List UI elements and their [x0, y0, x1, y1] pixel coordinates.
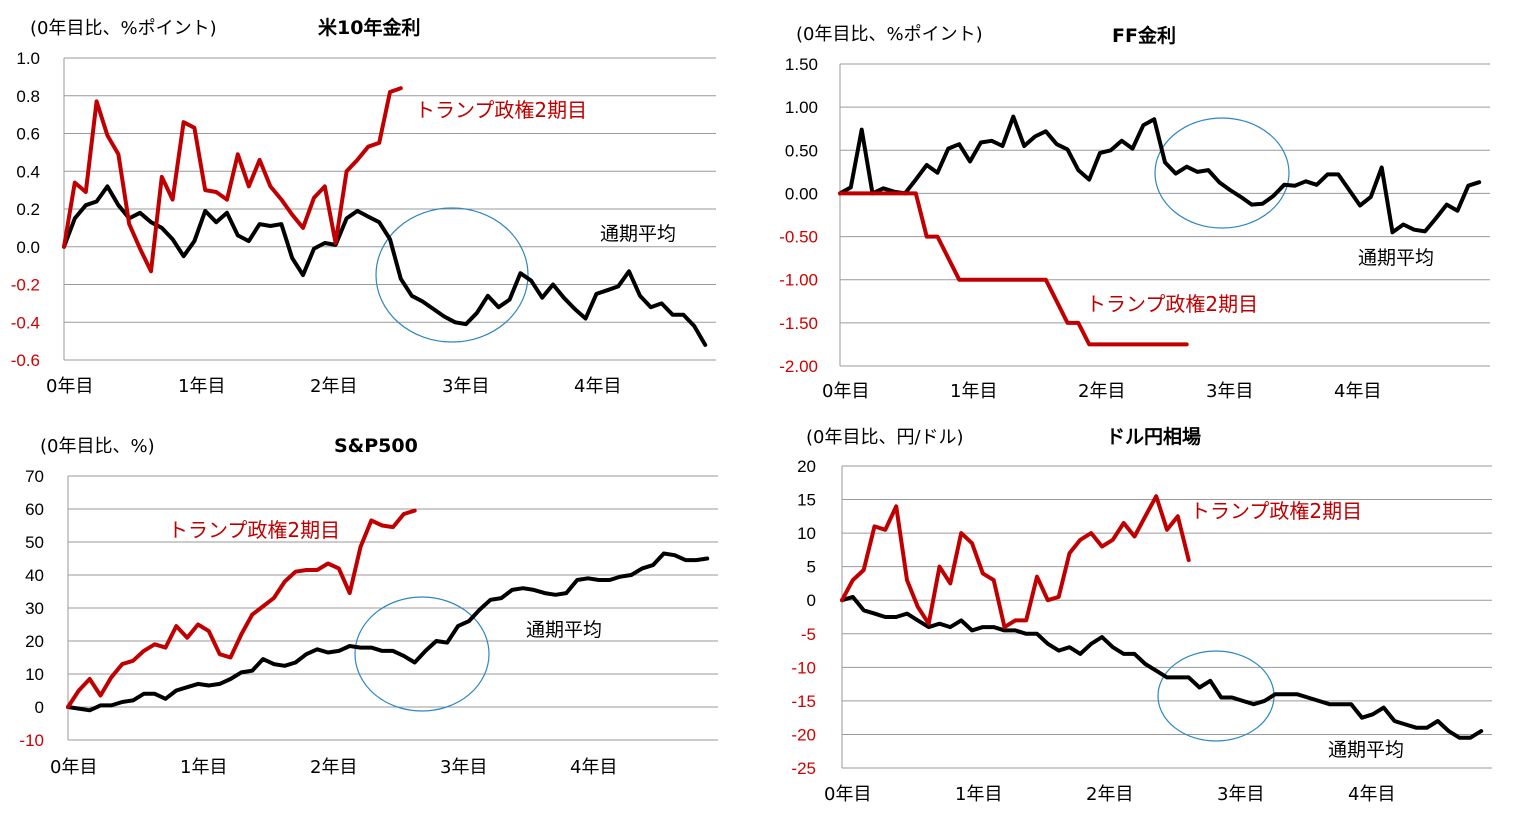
series-line-trump	[840, 494, 1191, 630]
chart-title: 米10年金利	[318, 16, 420, 39]
unit-label: (0年目比、%ポイント)	[796, 24, 983, 45]
y-tick-label: 20	[797, 457, 816, 476]
y-tick-label: 5	[807, 558, 816, 577]
x-tick-label: 0年目	[822, 381, 869, 402]
y-tick-label: 10	[25, 665, 44, 684]
chart-title: S&P500	[334, 435, 418, 457]
x-tick-label: 4年目	[1334, 381, 1381, 402]
y-tick-label: -10	[791, 658, 816, 677]
highlight-circle	[1157, 650, 1275, 742]
x-tick-label: 3年目	[440, 757, 487, 778]
series-line-average	[838, 114, 1482, 235]
y-tick-label: 60	[25, 500, 44, 519]
y-tick-label: -1.00	[779, 271, 818, 290]
series-label-trump: トランプ政権2期目	[1086, 292, 1258, 316]
x-tick-label: 1年目	[950, 381, 997, 402]
x-tick-label: 0年目	[824, 784, 871, 805]
y-tick-label: 40	[25, 566, 44, 585]
y-tick-label: 0.8	[16, 87, 40, 106]
y-tick-label: 0.0	[16, 238, 40, 257]
series-label-average: 通期平均	[1358, 247, 1434, 269]
x-tick-label: 0年目	[50, 757, 97, 778]
y-tick-label: 15	[797, 491, 816, 510]
y-tick-label: -5	[801, 625, 816, 644]
y-tick-label: 0	[35, 698, 44, 717]
y-tick-label: -0.4	[11, 313, 40, 332]
x-tick-label: 1年目	[180, 757, 227, 778]
y-tick-label: 0.6	[16, 125, 40, 144]
y-tick-label: -0.6	[11, 351, 40, 370]
y-tick-label: -0.50	[779, 228, 818, 247]
x-tick-label: 3年目	[1206, 381, 1253, 402]
x-tick-label: 3年目	[442, 376, 489, 397]
y-tick-label: 0	[807, 591, 816, 610]
y-tick-label: -1.50	[779, 314, 818, 333]
x-tick-label: 0年目	[46, 376, 93, 397]
y-tick-label: -10	[19, 731, 44, 750]
x-tick-label: 1年目	[955, 784, 1002, 805]
y-tick-label: 50	[25, 533, 44, 552]
y-tick-label: 20	[25, 632, 44, 651]
series-label-average: 通期平均	[526, 619, 602, 641]
highlight-circle	[375, 207, 529, 343]
y-tick-label: 1.00	[785, 98, 818, 117]
series-label-average: 通期平均	[600, 223, 676, 245]
series-label-trump: トランプ政権2期目	[168, 518, 340, 542]
y-tick-label: 0.2	[16, 200, 40, 219]
y-tick-label: 1.50	[785, 55, 818, 74]
y-tick-label: 0.4	[16, 162, 40, 181]
x-tick-label: 1年目	[178, 376, 225, 397]
x-tick-label: 2年目	[1086, 784, 1133, 805]
series-line-average	[840, 594, 1484, 740]
x-tick-label: 4年目	[574, 376, 621, 397]
x-tick-label: 4年目	[1348, 784, 1395, 805]
chart-1: 1.0 0.8 0.6 0.4 0.2 0.0 -0.2 -0.4 -0.6 0年目 1年目 2年目 3…	[11, 16, 716, 397]
x-tick-label: 2年目	[310, 757, 357, 778]
highlight-circle	[1154, 117, 1290, 229]
x-tick-label: 2年目	[1078, 381, 1125, 402]
unit-label: (0年目比、%)	[40, 436, 155, 457]
y-tick-label: 10	[797, 524, 816, 543]
y-tick-label: 0.50	[785, 141, 818, 160]
y-tick-label: -20	[791, 725, 816, 744]
series-line-trump	[838, 191, 1189, 347]
series-line-trump	[66, 508, 417, 709]
y-tick-label: 1.0	[16, 49, 40, 68]
y-tick-label: -25	[791, 759, 816, 778]
y-tick-label: 30	[25, 599, 44, 618]
x-tick-label: 3年目	[1217, 784, 1264, 805]
y-tick-label: 0.00	[785, 184, 818, 203]
y-tick-label: -0.2	[11, 276, 40, 295]
chart-3: 70 60 50 40 30 20 10 0 -10 0年目 1年目 2年目 3年目 4年目 (0年目比、%…	[19, 435, 718, 778]
x-tick-label: 2年目	[310, 376, 357, 397]
series-line-average	[66, 551, 710, 713]
y-tick-label: 70	[25, 467, 44, 486]
series-label-trump: トランプ政権2期目	[415, 98, 587, 122]
series-label-average: 通期平均	[1328, 739, 1404, 761]
chart-title: FF金利	[1112, 24, 1176, 47]
highlight-circle	[354, 596, 490, 712]
y-tick-label: -2.00	[779, 357, 818, 376]
unit-label: (0年目比、円/ドル)	[806, 427, 964, 448]
series-line-trump	[62, 86, 403, 274]
chart-4: 20 15 10 5 0 -5 -10 -15 -20 -25 0年目 1年目 2年目 3年目 4年目 (0年…	[791, 426, 1492, 805]
series-line-average	[62, 184, 708, 347]
chart-title: ドル円相場	[1106, 426, 1201, 448]
unit-label: (0年目比、%ポイント)	[30, 18, 217, 39]
y-tick-label: -15	[791, 692, 816, 711]
x-tick-label: 4年目	[570, 757, 617, 778]
series-label-trump: トランプ政権2期目	[1190, 499, 1362, 523]
